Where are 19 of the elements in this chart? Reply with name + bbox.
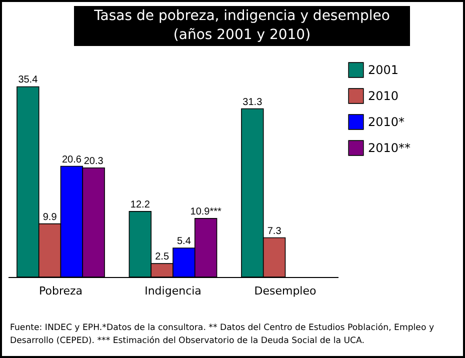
data-label: 2.5 — [155, 252, 170, 263]
legend-label: 2010** — [368, 141, 411, 155]
legend-label: 2001 — [368, 63, 399, 77]
x-tick-label: Pobreza — [38, 284, 83, 298]
x-tick-label: Indigencia — [144, 284, 202, 298]
data-label: 12.2 — [130, 199, 150, 210]
legend-label: 2010 — [368, 89, 399, 103]
data-label: 5.4 — [176, 236, 192, 247]
data-label: 20.6 — [62, 154, 82, 166]
x-tick-label: Desempleo — [254, 284, 317, 298]
chart-title: Tasas de pobreza, indigencia y desempleo (años 2001 y 2010) — [74, 6, 410, 46]
legend-label: 2010* — [368, 115, 405, 129]
data-label: 31.3 — [242, 96, 263, 108]
data-label: 7.3 — [267, 226, 282, 237]
data-label: 9.9 — [42, 212, 58, 223]
source-note: Fuente: INDEC y EPH.*Datos de la consultora. ** Datos del Centro de Estudios Población, Empleo y Desarrollo (CEPED). *** Estimación del Observatorio de la Deuda Social de la UCA. — [10, 322, 436, 348]
data-label: 20.3 — [84, 156, 104, 167]
data-label: 10.9*** — [190, 206, 222, 218]
data-label: 35.4 — [18, 74, 38, 86]
